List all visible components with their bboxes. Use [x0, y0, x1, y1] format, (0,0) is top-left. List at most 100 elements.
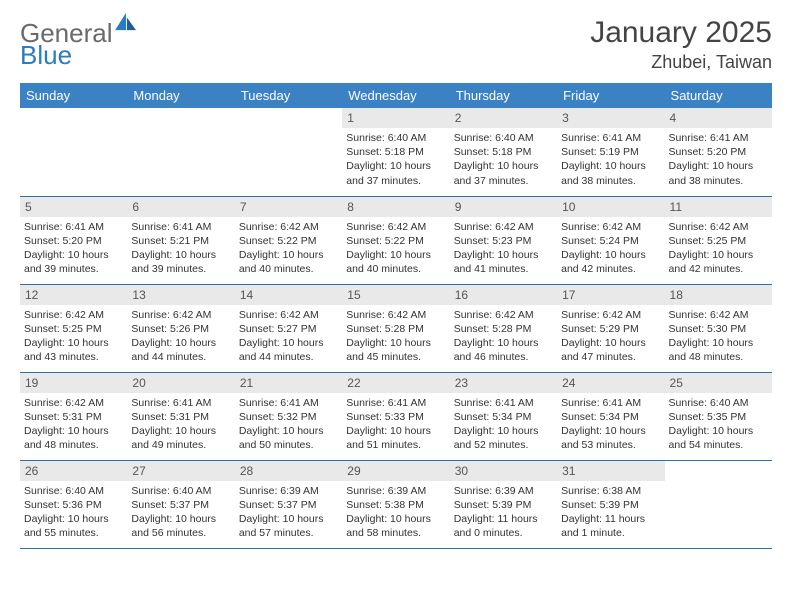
daylight-text: and 42 minutes.: [669, 262, 768, 276]
day-number: 27: [127, 461, 234, 481]
sunrise-text: Sunrise: 6:42 AM: [454, 220, 553, 234]
sunset-text: Sunset: 5:25 PM: [24, 322, 123, 336]
month-title: January 2025: [590, 16, 772, 50]
day-number: 28: [235, 461, 342, 481]
day-cell: 16Sunrise: 6:42 AMSunset: 5:28 PMDayligh…: [450, 284, 557, 372]
day-cell: .....: [235, 108, 342, 196]
sunrise-text: Sunrise: 6:41 AM: [561, 396, 660, 410]
day-number: 22: [342, 373, 449, 393]
day-info: Sunrise: 6:39 AMSunset: 5:38 PMDaylight:…: [346, 484, 445, 541]
weekday-header: Saturday: [665, 83, 772, 108]
day-cell: 18Sunrise: 6:42 AMSunset: 5:30 PMDayligh…: [665, 284, 772, 372]
day-cell: 17Sunrise: 6:42 AMSunset: 5:29 PMDayligh…: [557, 284, 664, 372]
day-info: Sunrise: 6:42 AMSunset: 5:27 PMDaylight:…: [239, 308, 338, 365]
day-info: Sunrise: 6:40 AMSunset: 5:35 PMDaylight:…: [669, 396, 768, 453]
day-number: 12: [20, 285, 127, 305]
sunrise-text: Sunrise: 6:41 AM: [239, 396, 338, 410]
daylight-text: and 37 minutes.: [346, 174, 445, 188]
day-cell: 28Sunrise: 6:39 AMSunset: 5:37 PMDayligh…: [235, 460, 342, 548]
sunset-text: Sunset: 5:27 PM: [239, 322, 338, 336]
daylight-text: Daylight: 10 hours: [346, 248, 445, 262]
day-number: 5: [20, 197, 127, 217]
sunrise-text: Sunrise: 6:41 AM: [669, 131, 768, 145]
daylight-text: Daylight: 10 hours: [131, 424, 230, 438]
day-cell: 5 Sunrise: 6:41 AMSunset: 5:20 PMDaylight…: [20, 196, 127, 284]
day-cell: 4Sunrise: 6:41 AMSunset: 5:20 PMDaylight…: [665, 108, 772, 196]
sunset-text: Sunset: 5:18 PM: [346, 145, 445, 159]
day-cell: 8Sunrise: 6:42 AMSunset: 5:22 PMDaylight…: [342, 196, 449, 284]
day-number: 10: [557, 197, 664, 217]
day-cell: 23 Sunrise: 6:41 AMSunset: 5:34 PMDayligh…: [450, 372, 557, 460]
sunset-text: Sunset: 5:31 PM: [24, 410, 123, 424]
daylight-text: Daylight: 10 hours: [669, 336, 768, 350]
day-number: 3: [557, 108, 664, 128]
sunset-text: Sunset: 5:32 PM: [239, 410, 338, 424]
day-cell: 15Sunrise: 6:42 AMSunset: 5:28 PMDayligh…: [342, 284, 449, 372]
sunrise-text: Sunrise: 6:42 AM: [669, 220, 768, 234]
daylight-text: Daylight: 10 hours: [24, 248, 123, 262]
day-cell: 19Sunrise: 6:42 AMSunset: 5:31 PMDayligh…: [20, 372, 127, 460]
day-info: Sunrise: 6:41 AMSunset: 5:20 PMDaylight:…: [24, 220, 123, 277]
day-number: 7: [235, 197, 342, 217]
daylight-text: and 52 minutes.: [454, 438, 553, 452]
daylight-text: and 38 minutes.: [669, 174, 768, 188]
day-cell: 27Sunrise: 6:40 AMSunset: 5:37 PMDayligh…: [127, 460, 234, 548]
sunset-text: Sunset: 5:18 PM: [454, 145, 553, 159]
daylight-text: Daylight: 10 hours: [346, 424, 445, 438]
daylight-text: Daylight: 10 hours: [669, 248, 768, 262]
day-info: Sunrise: 6:40 AMSunset: 5:36 PMDaylight:…: [24, 484, 123, 541]
title-block: January 2025 Zhubei, Taiwan: [590, 16, 772, 73]
day-info: Sunrise: 6:42 AMSunset: 5:23 PMDaylight:…: [454, 220, 553, 277]
daylight-text: Daylight: 10 hours: [346, 336, 445, 350]
day-number: 31: [557, 461, 664, 481]
sunrise-text: Sunrise: 6:40 AM: [24, 484, 123, 498]
sunset-text: Sunset: 5:31 PM: [131, 410, 230, 424]
day-cell: .....: [665, 460, 772, 548]
daylight-text: and 55 minutes.: [24, 526, 123, 540]
daylight-text: Daylight: 10 hours: [239, 424, 338, 438]
daylight-text: and 0 minutes.: [454, 526, 553, 540]
weekday-header: Friday: [557, 83, 664, 108]
daylight-text: Daylight: 11 hours: [561, 512, 660, 526]
day-number: 15: [342, 285, 449, 305]
day-number: 23: [450, 373, 557, 393]
daylight-text: Daylight: 10 hours: [454, 248, 553, 262]
day-info: Sunrise: 6:41 AMSunset: 5:33 PMDaylight:…: [346, 396, 445, 453]
sunset-text: Sunset: 5:22 PM: [239, 234, 338, 248]
daylight-text: and 45 minutes.: [346, 350, 445, 364]
sunrise-text: Sunrise: 6:42 AM: [561, 308, 660, 322]
weekday-header: Wednesday: [342, 83, 449, 108]
day-info: Sunrise: 6:42 AMSunset: 5:25 PMDaylight:…: [669, 220, 768, 277]
week-row: 12 Sunrise: 6:42 AM Sunset: 5:25 PM Dayligh…: [20, 284, 772, 372]
day-info: Sunrise: 6:42 AMSunset: 5:22 PMDaylight:…: [346, 220, 445, 277]
sunrise-text: Sunrise: 6:42 AM: [454, 308, 553, 322]
sunset-text: Sunset: 5:23 PM: [454, 234, 553, 248]
sunrise-text: Sunrise: 6:42 AM: [239, 308, 338, 322]
day-info: Sunrise: 6:41 AMSunset: 5:20 PMDaylight:…: [669, 131, 768, 188]
daylight-text: Daylight: 11 hours: [454, 512, 553, 526]
day-number: 2: [450, 108, 557, 128]
week-row: ...............1Sunrise: 6:40 AMSunset: …: [20, 108, 772, 196]
week-row: 5 Sunrise: 6:41 AMSunset: 5:20 PMDaylight…: [20, 196, 772, 284]
day-info: Sunrise: 6:38 AMSunset: 5:39 PMDaylight:…: [561, 484, 660, 541]
sunset-text: Sunset: 5:24 PM: [561, 234, 660, 248]
sunset-text: Sunset: 5:34 PM: [561, 410, 660, 424]
daylight-text: Daylight: 10 hours: [24, 512, 123, 526]
day-info: Sunrise: 6:42 AMSunset: 5:26 PMDaylight:…: [131, 308, 230, 365]
day-number: 11: [665, 197, 772, 217]
sunrise-text: Sunrise: 6:41 AM: [561, 131, 660, 145]
day-info: Sunrise: 6:41 AMSunset: 5:34 PMDaylight:…: [454, 396, 553, 453]
weekday-header: Monday: [127, 83, 234, 108]
daylight-text: Daylight: 10 hours: [561, 336, 660, 350]
sunset-text: Sunset: 5:34 PM: [454, 410, 553, 424]
sunrise-text: Sunrise: 6:42 AM: [239, 220, 338, 234]
weekday-header: Sunday: [20, 83, 127, 108]
day-cell: .....: [20, 108, 127, 196]
sunset-text: Sunset: 5:21 PM: [131, 234, 230, 248]
sunrise-text: Sunrise: 6:39 AM: [239, 484, 338, 498]
sunrise-text: Sunrise: 6:41 AM: [131, 396, 230, 410]
day-info: Sunrise: 6:42 AMSunset: 5:29 PMDaylight:…: [561, 308, 660, 365]
day-cell: 22 Sunrise: 6:41 AMSunset: 5:33 PMDayligh…: [342, 372, 449, 460]
sunrise-text: Sunrise: 6:41 AM: [346, 396, 445, 410]
day-info: Sunrise: 6:40 AMSunset: 5:18 PMDaylight:…: [346, 131, 445, 188]
